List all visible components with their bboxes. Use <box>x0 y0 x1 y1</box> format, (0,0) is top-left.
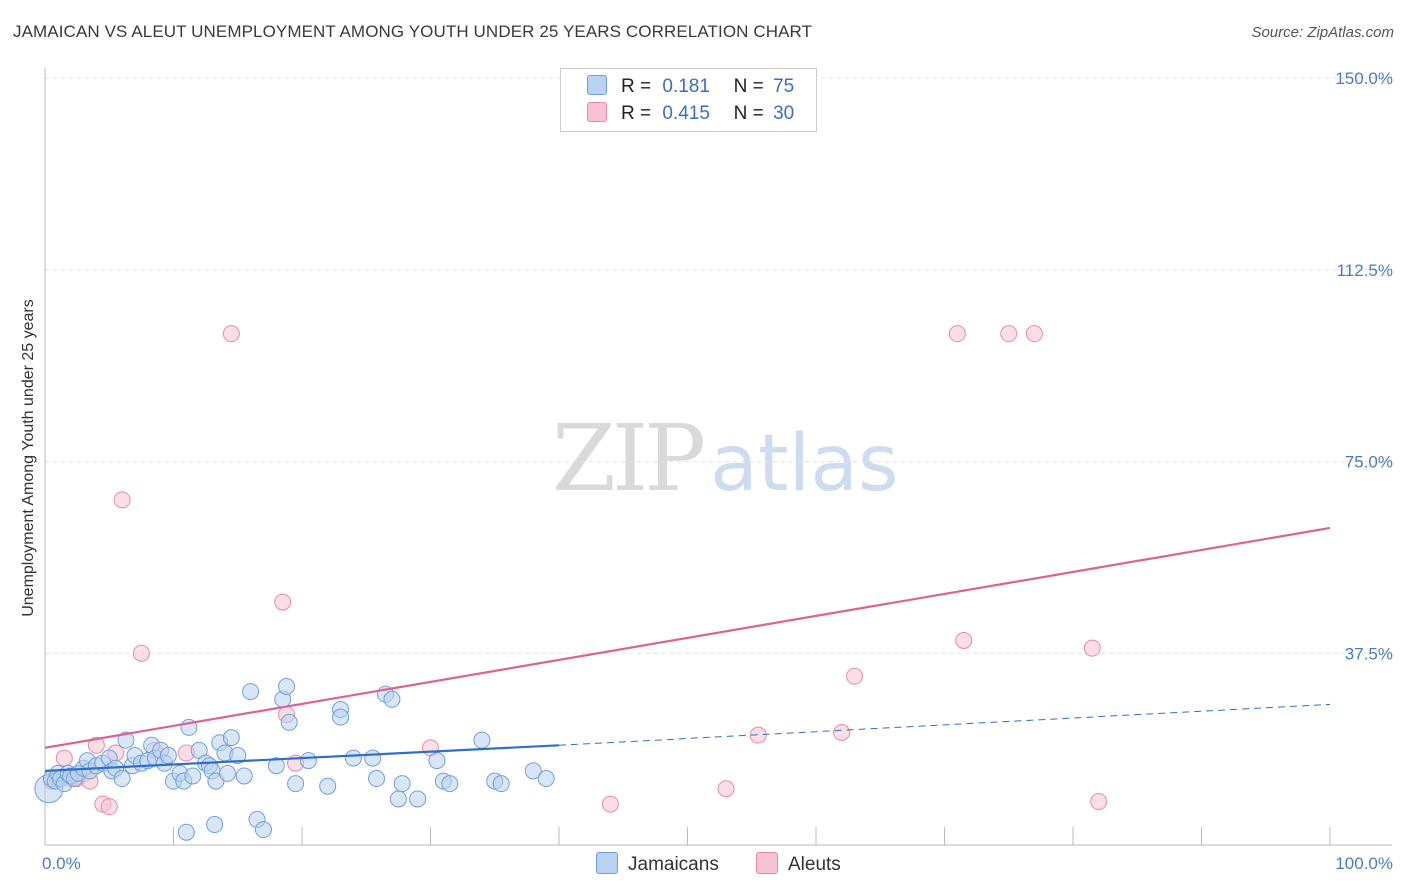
jamaicans-point <box>159 747 177 765</box>
aleuts-point <box>1025 325 1043 343</box>
aleuts-point <box>846 667 864 685</box>
jamaicans-point <box>229 747 247 765</box>
aleuts-point <box>55 749 73 767</box>
aleuts-point <box>100 798 118 816</box>
jamaicans-point <box>344 749 362 767</box>
jamaicans-point <box>383 690 401 708</box>
aleuts-point <box>1000 325 1018 343</box>
aleuts-swatch-icon <box>587 102 607 122</box>
jamaicans-point <box>254 821 272 839</box>
jamaicans-point <box>218 764 236 782</box>
jamaicans-point <box>319 777 337 795</box>
x-tick-label: 0.0% <box>42 854 81 873</box>
watermark: ZIP atlas <box>552 405 899 512</box>
jamaicans-point <box>409 790 427 808</box>
jamaicans-point <box>117 731 135 749</box>
aleuts-r-value: 0.415 <box>662 103 710 124</box>
jamaicans-point <box>428 752 446 770</box>
jamaicans-point <box>267 757 285 775</box>
aleuts-trend-line <box>44 526 1331 749</box>
aleuts-point <box>274 593 292 611</box>
jamaicans-point <box>332 708 350 726</box>
trend-lines <box>44 526 1331 772</box>
jamaicans-swatch-icon <box>587 75 607 95</box>
jamaicans-point <box>368 770 386 788</box>
jamaicans-points <box>34 677 555 841</box>
watermark-atlas: atlas <box>710 419 899 509</box>
aleuts-point <box>222 325 240 343</box>
watermark-zip: ZIP <box>552 405 706 512</box>
jamaicans-point <box>299 752 317 770</box>
aleuts-point <box>749 726 767 744</box>
x-tick-label: 100.0% <box>1335 854 1393 873</box>
legend-n-label: N = <box>733 76 764 97</box>
tick-labels: 37.5% 75.0% 112.5% 150.0% 0.0% 100.0% <box>42 69 1393 873</box>
aleuts-point <box>717 780 735 798</box>
y-tick-label: 75.0% <box>1345 453 1393 472</box>
aleuts-point <box>955 631 973 649</box>
aleuts-point <box>601 795 619 813</box>
jamaicans-point <box>393 775 411 793</box>
jamaicans-point <box>389 790 407 808</box>
correlation-legend: R = 0.181 N = 75 R = 0.415 N = 30 <box>560 68 817 132</box>
jamaicans-point <box>280 713 298 731</box>
jamaicans-point <box>492 775 510 793</box>
jamaicans-point <box>242 683 260 701</box>
chart-title: JAMAICAN VS ALEUT UNEMPLOYMENT AMONG YOU… <box>13 22 813 41</box>
jamaicans-legend-label: Jamaicans <box>628 854 719 875</box>
jamaicans-legend-icon <box>596 852 618 874</box>
aleuts-point <box>132 644 150 662</box>
bottom-legend-aleuts: Aleuts <box>756 852 841 876</box>
jamaicans-point <box>206 816 224 834</box>
jamaicans-point <box>222 729 240 747</box>
aleuts-points <box>42 325 1108 816</box>
jamaicans-point <box>113 770 131 788</box>
jamaicans-point <box>287 775 305 793</box>
aleuts-point <box>113 491 131 509</box>
aleuts-point <box>87 736 105 754</box>
y-tick-label: 112.5% <box>1337 261 1393 280</box>
aleuts-point <box>1083 639 1101 657</box>
legend-n-label: N = <box>733 103 764 124</box>
jamaicans-point <box>177 823 195 841</box>
jamaicans-point <box>235 767 253 785</box>
aleuts-point <box>1090 793 1108 811</box>
y-tick-label: 150.0% <box>1335 69 1393 88</box>
legend-r-label: R = <box>621 76 652 97</box>
grid-lines <box>45 77 1392 654</box>
jamaicans-point <box>278 677 296 695</box>
jamaicans-trend-extension <box>558 703 1331 746</box>
jamaicans-n-value: 75 <box>773 76 795 97</box>
jamaicans-point <box>473 731 491 749</box>
jamaicans-point <box>537 770 555 788</box>
jamaicans-point <box>184 767 202 785</box>
legend-r-label: R = <box>621 103 652 124</box>
jamaicans-r-value: 0.181 <box>662 76 710 97</box>
bottom-legend-jamaicans: Jamaicans <box>596 852 719 876</box>
legend-row-jamaicans: R = 0.181 N = 75 <box>587 75 794 99</box>
aleuts-point <box>833 724 851 742</box>
aleuts-legend-label: Aleuts <box>788 854 841 875</box>
jamaicans-trend-line <box>44 744 560 772</box>
jamaicans-point <box>524 762 542 780</box>
jamaicans-point <box>364 749 382 767</box>
source-label: Source: ZipAtlas.com <box>1251 24 1394 41</box>
aleuts-legend-icon <box>756 852 778 874</box>
aleuts-n-value: 30 <box>773 103 795 124</box>
aleuts-point <box>948 325 966 343</box>
axes <box>44 68 1392 846</box>
legend-row-aleuts: R = 0.415 N = 30 <box>587 102 794 126</box>
jamaicans-point <box>441 775 459 793</box>
y-tick-label: 37.5% <box>1345 644 1393 663</box>
